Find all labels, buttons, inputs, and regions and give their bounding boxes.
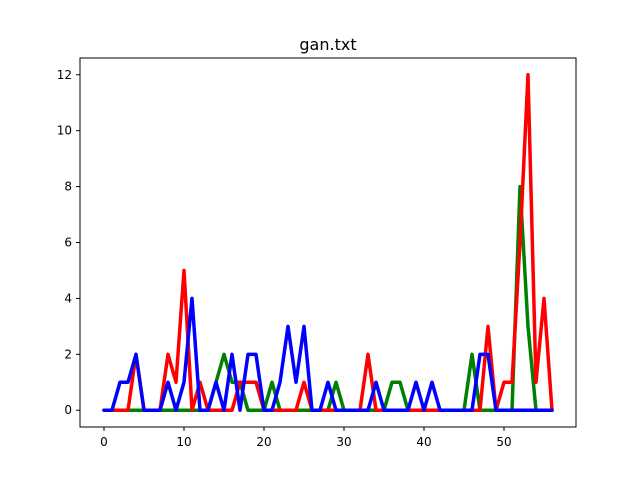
- y-tick-label: 4: [64, 291, 72, 305]
- x-tick-label: 50: [496, 435, 511, 449]
- y-tick-label: 2: [64, 347, 72, 361]
- y-tick-label: 0: [64, 403, 72, 417]
- y-tick-label: 8: [64, 180, 72, 194]
- y-tick-label: 10: [57, 124, 72, 138]
- y-axis: 0 2 4 6 8 10 12: [57, 68, 80, 417]
- series-line-2: [102, 73, 554, 412]
- y-tick-label: 6: [64, 236, 72, 250]
- chart-title: gan.txt: [299, 35, 356, 54]
- x-axis: 0 10 20 30 40 50: [100, 427, 512, 449]
- x-tick-label: 10: [176, 435, 191, 449]
- series-layer: [102, 73, 554, 412]
- x-tick-label: 40: [416, 435, 431, 449]
- x-tick-label: 20: [256, 435, 271, 449]
- y-tick-label: 12: [57, 68, 72, 82]
- series-line-3: [102, 296, 554, 412]
- x-tick-label: 30: [336, 435, 351, 449]
- x-tick-label: 0: [100, 435, 108, 449]
